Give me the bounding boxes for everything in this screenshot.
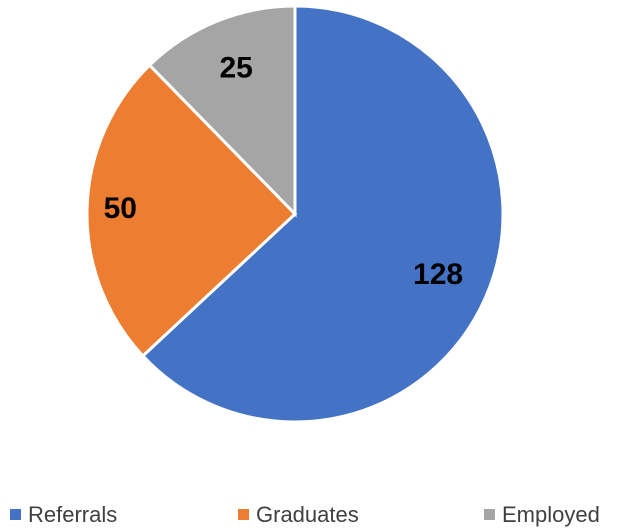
legend-swatch [484, 509, 495, 520]
legend-swatch [238, 509, 249, 520]
pie-slice [85, 63, 298, 358]
data-label: 50 [104, 192, 137, 225]
pie-slice [140, 4, 505, 424]
legend-label: Referrals [28, 502, 117, 527]
data-label: 128 [413, 258, 463, 291]
legend-swatch [10, 509, 21, 520]
legend-label: Employed [502, 502, 600, 527]
data-label: 25 [219, 51, 252, 84]
legend-label: Graduates [256, 502, 359, 527]
pie-slice [147, 4, 297, 218]
